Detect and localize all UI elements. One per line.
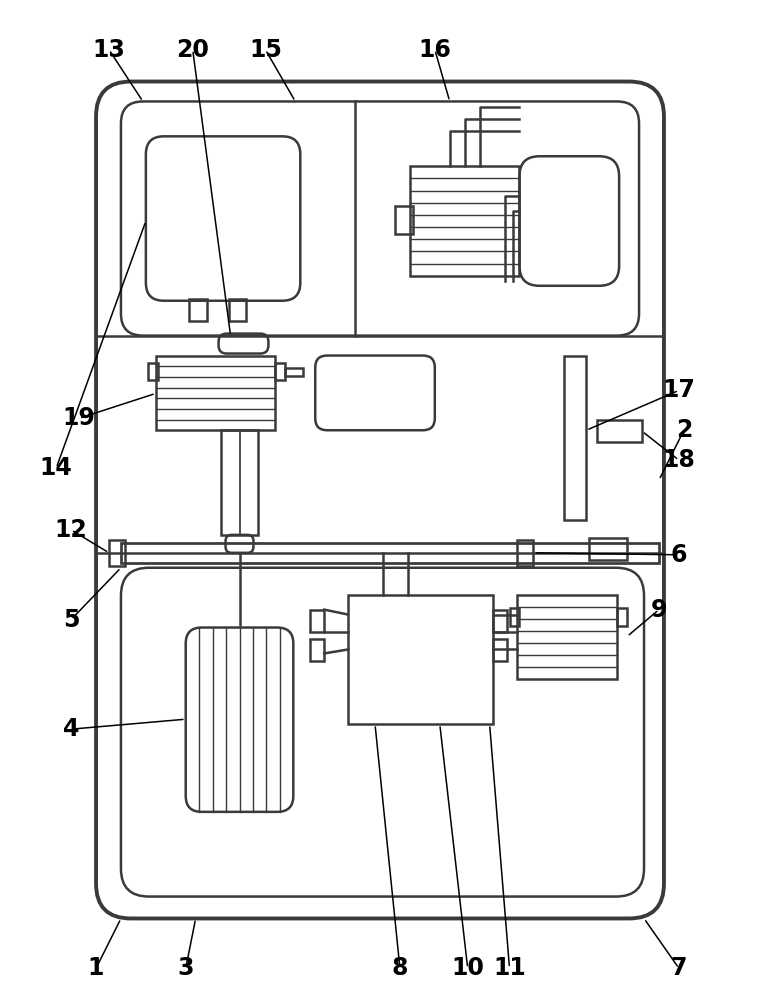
Bar xyxy=(310,639,325,661)
Bar xyxy=(310,610,325,632)
Bar xyxy=(285,368,303,376)
Bar xyxy=(229,299,246,321)
Text: 1: 1 xyxy=(88,956,104,980)
Bar xyxy=(597,420,642,442)
Bar xyxy=(565,356,586,520)
Bar xyxy=(121,543,659,563)
Text: 10: 10 xyxy=(451,956,484,980)
Bar xyxy=(109,540,125,566)
Bar xyxy=(156,356,275,430)
Text: 9: 9 xyxy=(651,598,667,622)
Bar xyxy=(492,639,506,661)
Text: 7: 7 xyxy=(670,956,687,980)
Text: 19: 19 xyxy=(62,406,96,430)
Bar xyxy=(492,610,506,632)
Text: 12: 12 xyxy=(55,518,87,542)
Bar xyxy=(148,363,158,380)
Bar xyxy=(188,299,207,321)
Bar xyxy=(589,538,627,560)
Bar xyxy=(617,608,627,626)
Text: 20: 20 xyxy=(176,38,209,62)
Bar xyxy=(518,595,617,679)
Text: 14: 14 xyxy=(40,456,72,480)
Text: 16: 16 xyxy=(418,38,451,62)
Text: 13: 13 xyxy=(93,38,125,62)
Text: 11: 11 xyxy=(493,956,526,980)
Text: 3: 3 xyxy=(178,956,194,980)
Bar xyxy=(348,595,492,724)
Text: 6: 6 xyxy=(670,543,687,567)
Bar xyxy=(518,540,534,566)
Text: 4: 4 xyxy=(63,717,79,741)
Text: 8: 8 xyxy=(391,956,408,980)
Text: 2: 2 xyxy=(676,418,692,442)
Bar xyxy=(220,430,258,535)
Text: 15: 15 xyxy=(249,38,282,62)
Bar xyxy=(395,206,413,234)
Bar xyxy=(509,608,520,626)
Text: 17: 17 xyxy=(663,378,695,402)
Bar xyxy=(275,363,285,380)
Text: 18: 18 xyxy=(663,448,695,472)
Text: 5: 5 xyxy=(63,608,79,632)
Bar xyxy=(410,166,520,276)
